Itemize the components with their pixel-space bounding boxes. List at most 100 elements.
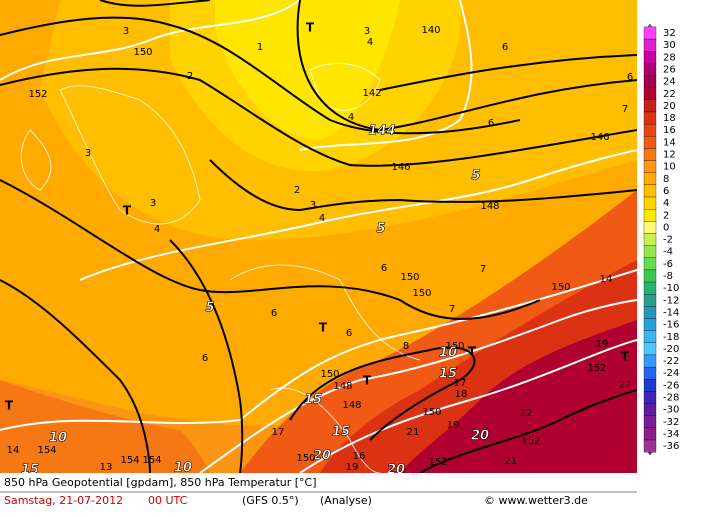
map-label: 150 — [412, 288, 431, 299]
map-label: 146 — [590, 132, 609, 143]
scale-swatch — [643, 148, 657, 161]
scale-label: -8 — [663, 271, 673, 282]
scale-label: 2 — [663, 210, 669, 221]
map-label: 8 — [403, 341, 409, 352]
map-label: T — [468, 345, 477, 359]
scale-swatch — [643, 99, 657, 113]
map-label: 154 — [142, 455, 161, 466]
scale-swatch — [643, 87, 657, 100]
map-label: 6 — [381, 263, 387, 274]
scale-swatch — [643, 172, 657, 186]
map-label: 150 — [320, 369, 339, 380]
scale-swatch — [643, 391, 657, 404]
scale-label: 28 — [663, 52, 676, 63]
footer-time: 00 UTC — [148, 494, 188, 507]
scale-swatch — [643, 184, 657, 198]
scale-label: -18 — [663, 332, 679, 343]
map-label: T — [621, 350, 630, 364]
scale-label: 24 — [663, 77, 676, 88]
scale-label: -24 — [663, 368, 679, 379]
temp-area — [215, 0, 400, 140]
map-label: 150 — [296, 453, 315, 464]
scale-swatch — [643, 26, 657, 40]
map-label: 148 — [342, 400, 361, 411]
scale-label: 14 — [663, 137, 676, 148]
map-label: 6 — [346, 328, 352, 339]
map-label: 154 — [37, 445, 56, 456]
scale-swatch — [643, 427, 657, 441]
map-label: 10 — [49, 431, 67, 446]
scale-swatch — [643, 415, 657, 429]
scale-swatch — [643, 403, 657, 416]
map-label: 7 — [449, 304, 455, 315]
scale-label: -16 — [663, 320, 679, 331]
scale-label: -34 — [663, 429, 679, 440]
scale-label: -14 — [663, 307, 679, 318]
scale-swatch — [643, 233, 657, 246]
map-label: 22 — [520, 408, 533, 419]
map-label: 20 — [471, 429, 489, 444]
footer-run: (Analyse) — [320, 494, 372, 507]
scale-swatch — [643, 160, 657, 173]
scale-label: 6 — [663, 186, 669, 197]
map-label: 10 — [439, 346, 457, 361]
map-label: 1 — [257, 42, 263, 53]
map-label: 18 — [455, 389, 468, 400]
map-label: 6 — [627, 72, 633, 83]
map-label: 2 — [294, 185, 300, 196]
scale-swatch — [643, 354, 657, 368]
map-label: 3 — [123, 26, 129, 37]
map-label: 152 — [28, 89, 47, 100]
map-label: 21 — [505, 456, 518, 467]
scale-swatch — [643, 196, 657, 210]
scale-swatch — [643, 294, 657, 307]
scale-label: -20 — [663, 344, 679, 355]
map-label: 148 — [480, 201, 499, 212]
map-label: 6 — [271, 308, 277, 319]
scale-swatch — [643, 136, 657, 149]
scale-label: -26 — [663, 380, 679, 391]
map-label: 5 — [376, 222, 385, 237]
map-label: 5 — [471, 169, 480, 184]
scale-swatch — [643, 257, 657, 271]
map-label: 152 — [428, 457, 447, 468]
scale-label: 12 — [663, 150, 676, 161]
map-label: 3 — [310, 200, 316, 211]
scale-label: -28 — [663, 393, 679, 404]
scale-label: 8 — [663, 174, 669, 185]
map-label: 14 — [600, 274, 613, 285]
map-label: 14 — [7, 445, 20, 456]
map-label: 150 — [133, 47, 152, 58]
scale-swatch — [643, 111, 657, 125]
map-label: 150 — [422, 407, 441, 418]
scale-label: -36 — [663, 441, 679, 452]
map-label: 6 — [202, 353, 208, 364]
scale-label: -10 — [663, 283, 679, 294]
map-label: 154 — [120, 455, 139, 466]
scale-label: -30 — [663, 405, 679, 416]
map-label: 6 — [488, 118, 494, 129]
scale-label: 32 — [663, 28, 676, 39]
scale-label: -6 — [663, 259, 673, 270]
temp-area — [0, 380, 210, 473]
scale-label: -4 — [663, 247, 673, 258]
map-label: 150 — [400, 272, 419, 283]
map-label: 20 — [313, 449, 331, 464]
map-label: 150 — [445, 341, 464, 352]
footer-model: (GFS 0.5°) — [242, 494, 299, 507]
scale-swatch — [643, 318, 657, 331]
scale-label: 26 — [663, 64, 676, 75]
map-label: T — [306, 21, 315, 35]
scale-label: -12 — [663, 295, 679, 306]
map-label: 7 — [480, 264, 486, 275]
scale-swatch — [643, 439, 657, 453]
map-label: 152 — [587, 363, 606, 374]
map-label: 3 — [85, 148, 91, 159]
scale-swatch — [643, 221, 657, 234]
scale-label: 20 — [663, 101, 676, 112]
scale-swatch — [643, 38, 657, 52]
scale-swatch — [643, 245, 657, 258]
map-label: 19 — [346, 462, 359, 473]
map-label: 15 — [304, 393, 322, 408]
